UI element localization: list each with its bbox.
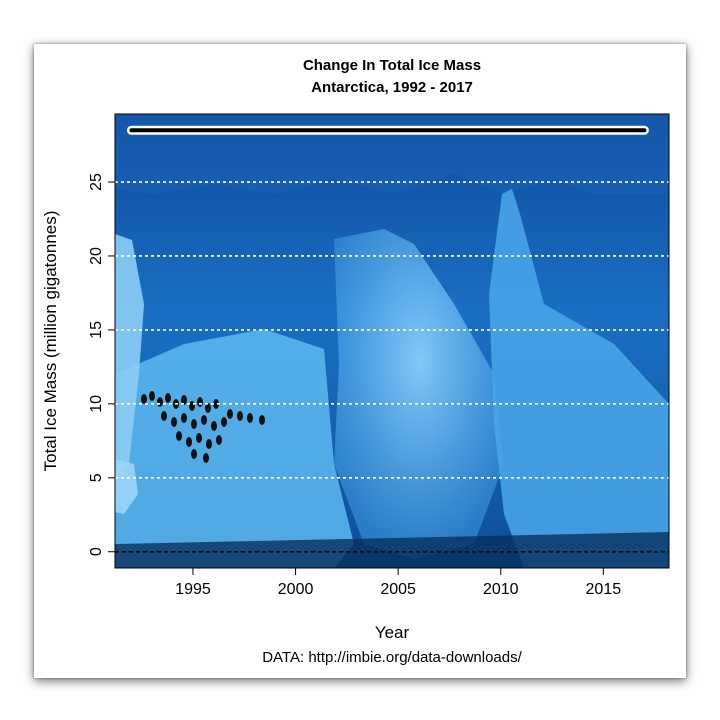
chart-card: 1995 2000 2005 2010 2015 0 5 10 15 20 25 Change I… (34, 44, 686, 678)
y-axis: 0 5 10 15 20 25 (88, 173, 116, 556)
x-tick-label: 2005 (380, 581, 416, 598)
x-axis: 1995 2000 2005 2010 2015 (175, 567, 622, 598)
x-tick-label: 1995 (175, 581, 211, 598)
y-tick-label: 0 (88, 547, 105, 556)
chart: 1995 2000 2005 2010 2015 0 5 10 15 20 25 Change I… (41, 57, 670, 666)
y-tick-label: 15 (88, 321, 105, 339)
x-tick-label: 2015 (586, 581, 622, 598)
y-tick-label: 20 (88, 247, 105, 265)
data-source-caption: DATA: http://imbie.org/data-downloads/ (262, 649, 522, 666)
iceberg-background-image (115, 114, 669, 568)
grid-lines (115, 181, 669, 479)
x-tick-label: 2000 (278, 581, 314, 598)
y-tick-label: 10 (88, 395, 105, 413)
x-tick-label: 2010 (483, 581, 519, 598)
y-tick-label: 25 (88, 173, 105, 191)
x-axis-title: Year (375, 623, 410, 642)
chart-subtitle: Antarctica, 1992 - 2017 (311, 79, 473, 96)
chart-title: Change In Total Ice Mass (303, 57, 481, 74)
y-axis-title: Total Ice Mass (million gigatonnes) (41, 211, 60, 472)
y-tick-label: 5 (88, 473, 105, 482)
